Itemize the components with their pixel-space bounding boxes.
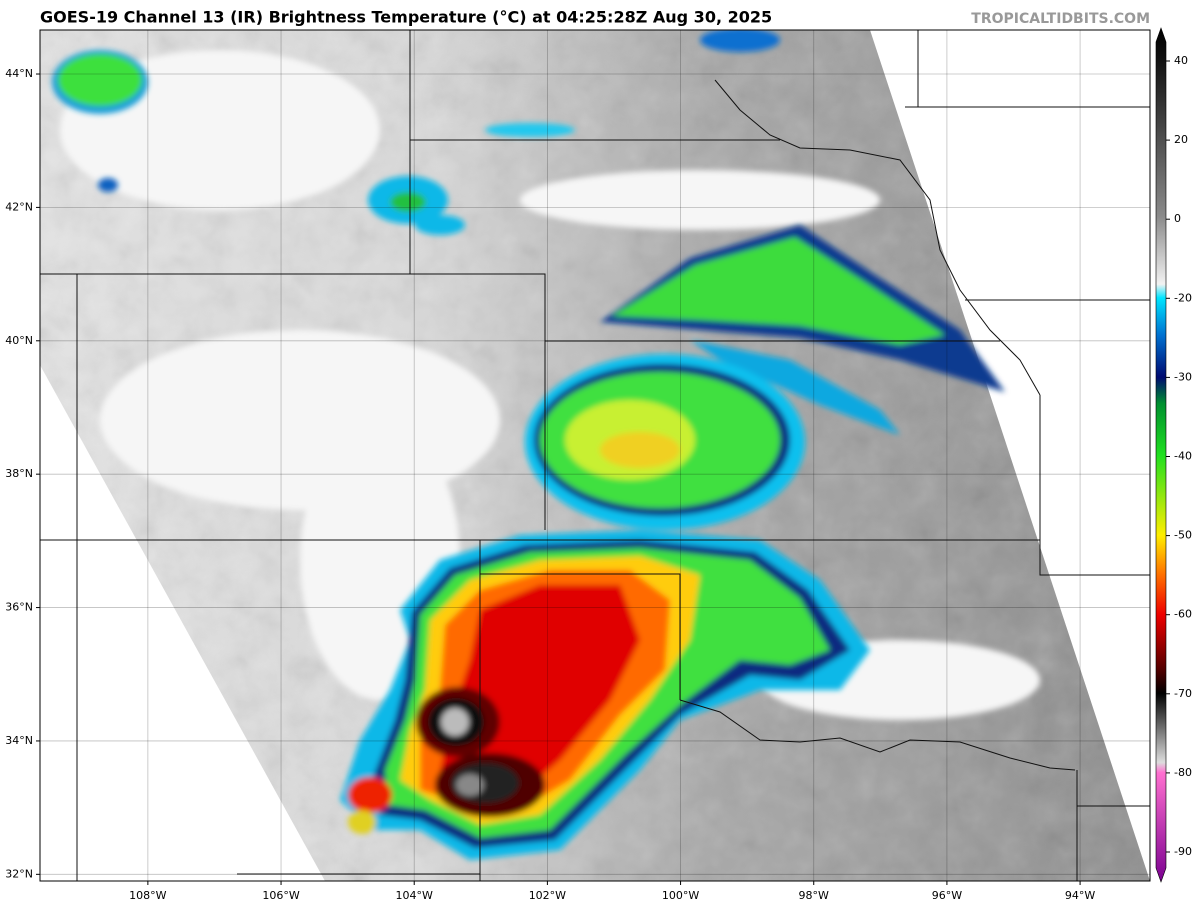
colorbar-tick-label: -50 [1174, 529, 1192, 542]
storm-edge [690, 340, 900, 435]
storm-core [348, 777, 392, 813]
x-tick-label: 102°W [529, 889, 566, 902]
colorbar-tick-label: -20 [1174, 291, 1192, 304]
colorbar-tick-label: 0 [1174, 212, 1181, 225]
x-tick-label: 108°W [129, 889, 166, 902]
x-tick-label: 96°W [932, 889, 962, 902]
x-tick-label: 98°W [799, 889, 829, 902]
x-tick-label: 94°W [1065, 889, 1095, 902]
y-tick-label: 32°N [5, 867, 33, 880]
source: TROPICALTIDBITS.COM [971, 11, 1150, 27]
storm-edge [485, 123, 575, 137]
colorbar-bar [1155, 27, 1167, 883]
colorbar-tick-label: 40 [1174, 54, 1188, 67]
map-frame [39, 29, 1151, 882]
graticule [40, 30, 1150, 881]
imagery [40, 30, 1150, 881]
storm-core [348, 810, 376, 834]
x-tick-label: 100°W [662, 889, 699, 902]
storm-core [58, 54, 142, 106]
x-tick-label: 104°W [396, 889, 433, 902]
cloud [520, 170, 880, 230]
borders [40, 30, 1150, 881]
y-tick-label: 38°N [5, 467, 33, 480]
x-tick-label: 106°W [262, 889, 299, 902]
colorbar-tick-label: -90 [1174, 845, 1192, 858]
storm-core [390, 192, 426, 212]
colorbar-tick-label: -70 [1174, 687, 1192, 700]
storm-core [441, 708, 469, 736]
y-tick-label: 44°N [5, 67, 33, 80]
colorbar [1155, 27, 1167, 883]
y-tick-label: 40°N [5, 334, 33, 347]
storms [52, 30, 1005, 860]
storm-edge [700, 30, 780, 52]
y-tick-label: 34°N [5, 734, 33, 747]
colorbar-tick-label: -80 [1174, 766, 1192, 779]
colorbar-tick-label: 20 [1174, 133, 1188, 146]
colorbar-tick-label: -30 [1174, 370, 1192, 383]
title: GOES-19 Channel 13 (IR) Brightness Tempe… [40, 8, 772, 27]
storm-edge [98, 178, 118, 192]
storm-edge [415, 215, 465, 235]
colorbar-tick-label: -40 [1174, 450, 1192, 463]
y-tick-label: 36°N [5, 601, 33, 614]
state-borders [40, 30, 1150, 881]
y-tick-label: 42°N [5, 200, 33, 213]
storm-core [456, 774, 484, 796]
colorbar-tick-label: -60 [1174, 608, 1192, 621]
storm-core [612, 237, 945, 345]
storm-core [600, 432, 680, 468]
